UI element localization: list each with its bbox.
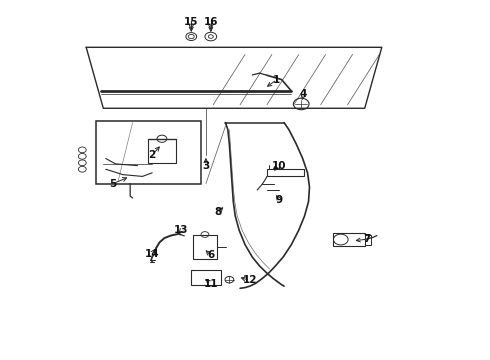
Text: 6: 6 [207, 250, 215, 260]
Text: 14: 14 [145, 248, 159, 258]
Text: 15: 15 [184, 17, 198, 27]
Bar [333, 233, 365, 246]
Text: 11: 11 [203, 279, 218, 289]
Bar [148, 139, 175, 163]
Text: 8: 8 [215, 207, 222, 217]
Bar [191, 270, 220, 285]
Bar [96, 121, 201, 184]
Text: 4: 4 [300, 89, 307, 99]
Text: 5: 5 [109, 179, 117, 189]
Text: 16: 16 [203, 17, 218, 27]
Text: 2: 2 [148, 150, 156, 160]
Text: 9: 9 [276, 195, 283, 205]
Text: 7: 7 [364, 234, 371, 244]
Bar [267, 168, 304, 176]
Bar [193, 234, 217, 259]
Bar [365, 234, 370, 244]
Text: 10: 10 [272, 161, 287, 171]
Text: 13: 13 [174, 225, 189, 235]
Text: 3: 3 [202, 161, 210, 171]
Text: 1: 1 [273, 75, 280, 85]
Text: 12: 12 [243, 275, 257, 285]
